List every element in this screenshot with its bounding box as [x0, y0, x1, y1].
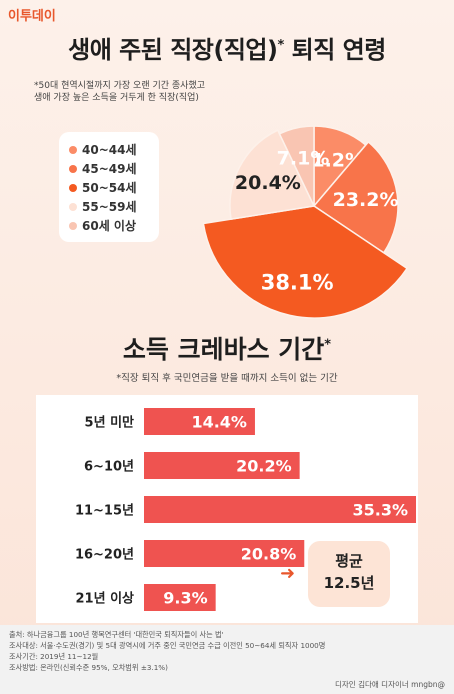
legend-item: 50~54세 — [69, 178, 153, 197]
legend-item: 60세 이상 — [69, 216, 153, 235]
bar-category-label: 11~15년 — [75, 504, 134, 519]
pie-note-line-1: *50대 현역시절까지 가장 오랜 기간 종사했고 — [34, 81, 206, 91]
bar-category-label: 16~20년 — [75, 548, 134, 563]
legend-swatch-45 — [69, 164, 77, 173]
bar-value-label: 9.3% — [163, 589, 207, 608]
source-line-3: 조사기간: 2019년 11~12월 — [9, 652, 99, 661]
pie-slice-label: 23.2% — [333, 189, 399, 211]
credit: 디자인 김다애 디자이너 mngbn@ — [335, 680, 445, 689]
source-line-4: 조사방법: 온라인(신뢰수준 95%, 오차범위 ±3.1%) — [9, 663, 168, 672]
bar-note: *직장 퇴직 후 국민연금을 받을 때까지 소득이 없는 기간 — [116, 373, 338, 384]
pie-title-tail: 퇴직 연령 — [291, 36, 387, 64]
legend-item: 40~44세 — [69, 140, 153, 159]
bar-title: 소득 크레바스 기간* — [0, 330, 454, 366]
pie-slice — [312, 140, 399, 254]
bar-title-main: 소득 크레바스 기간 — [122, 335, 325, 364]
bar-title-mark: * — [324, 337, 332, 353]
bar-value-label: 35.3% — [352, 501, 408, 520]
average-label: 평균 — [335, 552, 363, 570]
pie-title: 생애 주된 직장(직업)* 퇴직 연령 — [0, 30, 454, 65]
bar-value-label: 20.2% — [236, 457, 292, 476]
pie-legend: 40~44세 45~49세 50~54세 55~59세 60세 이상 — [59, 132, 159, 242]
pie-slice-label: 20.4% — [235, 172, 301, 194]
legend-label-55: 55~59세 — [82, 200, 137, 214]
bar-value-label: 14.4% — [191, 413, 247, 432]
bar-chart: 5년 미만 14.4% 6~10년 20.2% 11~15년 35.3% 16~20년 20.… — [36, 395, 418, 623]
legend-swatch-50 — [69, 183, 77, 192]
bar — [144, 496, 416, 523]
bar — [144, 540, 305, 567]
pie-chart: 11.2% 23.2% 38.1% 20.4% 7.1% — [196, 88, 452, 320]
bar-category-label: 21년 이상 — [76, 591, 135, 607]
source-notes: 출처: 하나금융그룹 100년 행복연구센터 '대한민국 퇴직자들이 사는 법'… — [9, 629, 325, 673]
pie-slice-label: 7.1% — [277, 148, 330, 170]
bar-category-label: 5년 미만 — [85, 415, 134, 431]
legend-swatch-40 — [69, 145, 77, 154]
pie-note: *50대 현역시절까지 가장 오랜 기간 종사했고 생애 가장 높은 소득을 거… — [34, 80, 205, 104]
bar-value-label: 20.8% — [241, 545, 297, 564]
legend-label-40: 40~44세 — [82, 143, 137, 157]
legend-swatch-55 — [69, 202, 77, 211]
pie-slice — [278, 125, 315, 207]
pie-slice-label: 38.1% — [261, 271, 334, 295]
pie-slice — [229, 129, 316, 220]
legend-item: 55~59세 — [69, 197, 153, 216]
legend-label-50: 50~54세 — [82, 181, 137, 195]
average-badge: 평균 12.5년 — [308, 541, 390, 607]
source-line-1: 출처: 하나금융그룹 100년 행복연구센터 '대한민국 퇴직자들이 사는 법' — [9, 630, 224, 639]
source-line-2: 조사대상: 서울·수도권(경기) 및 5대 광역시에 거주 중인 국민연금 수급… — [9, 641, 326, 650]
pie-note-line-2: 생애 가장 높은 소득을 거두게 한 직장(직업) — [34, 93, 199, 103]
bar — [144, 408, 255, 435]
arrow-right-icon: ➜ — [280, 563, 296, 584]
footer: 출처: 하나금융그룹 100년 행복연구센터 '대한민국 퇴직자들이 사는 법'… — [0, 625, 454, 694]
legend-item: 45~49세 — [69, 159, 153, 178]
pie-slice — [202, 205, 409, 319]
pie-svg: 11.2%23.2%38.1%20.4%7.1% — [202, 125, 409, 319]
legend-label-45: 45~49세 — [82, 162, 137, 176]
pie-title-mark: * — [277, 38, 284, 53]
bar-svg: 5년 미만 14.4% 6~10년 20.2% 11~15년 35.3% 16~20년 20.… — [75, 408, 416, 611]
legend-swatch-60 — [69, 221, 77, 230]
average-value: 12.5년 — [323, 574, 375, 592]
bar-category-label: 6~10년 — [84, 460, 134, 475]
bar — [144, 584, 216, 611]
bar — [144, 452, 300, 479]
logo: 이투데이 — [8, 9, 56, 24]
legend-label-60: 60세 이상 — [82, 219, 136, 233]
pie-title-main: 생애 주된 직장(직업) — [68, 36, 278, 64]
